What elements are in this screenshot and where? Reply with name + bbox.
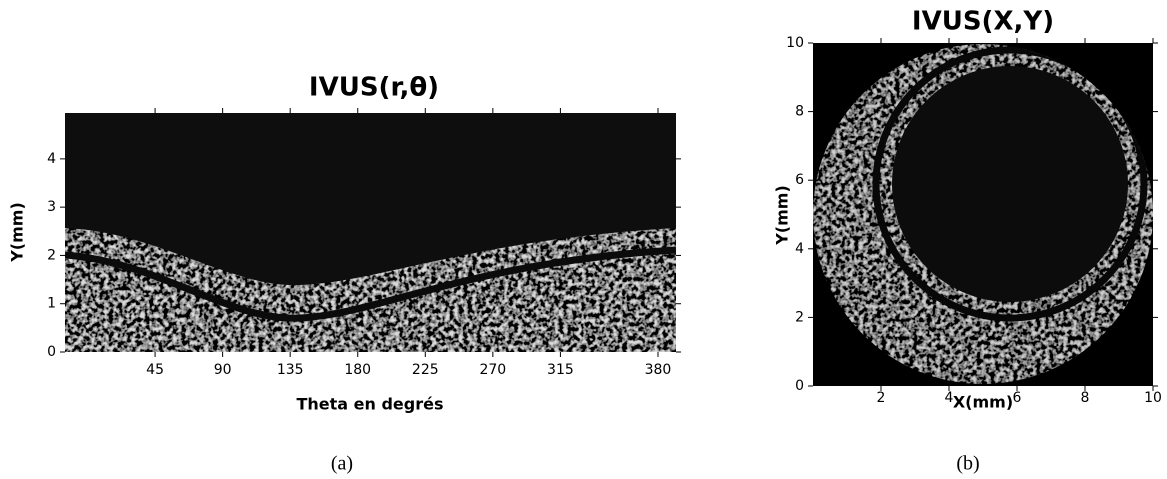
y-tick-label: 10	[786, 35, 804, 51]
caption: (a)	[331, 453, 353, 475]
x-tick-label: 45	[146, 362, 164, 378]
y-tick-label: 0	[47, 344, 56, 360]
panel-title: IVUS(X,Y)	[912, 7, 1054, 37]
x-tick-label: 90	[214, 362, 232, 378]
y-tick-label: 1	[47, 296, 56, 312]
x-tick-label: 4	[945, 390, 954, 406]
x-tick-label: 180	[344, 362, 371, 378]
x-tick-label: 380	[645, 362, 672, 378]
x-axis-label: X(mm)	[953, 393, 1013, 412]
y-tick-label: 2	[795, 309, 804, 325]
x-tick-label: 315	[547, 362, 574, 378]
y-tick-label: 6	[795, 172, 804, 188]
x-tick-label: 6	[1013, 390, 1022, 406]
x-tick-label: 8	[1081, 390, 1090, 406]
x-tick-label: 270	[479, 362, 506, 378]
ultrasound-image	[813, 44, 1153, 384]
panel-title: IVUS(r,θ)	[309, 73, 439, 103]
x-axis-label: Theta en degrés	[296, 395, 443, 414]
x-tick-label: 10	[1144, 390, 1162, 406]
y-tick-label: 3	[47, 199, 56, 215]
x-tick-label: 2	[877, 390, 886, 406]
y-tick-label: 8	[795, 104, 804, 120]
y-tick-label: 0	[795, 378, 804, 394]
x-tick-label: 225	[412, 362, 439, 378]
y-axis-label: Y(mm)	[8, 202, 27, 263]
y-tick-label: 4	[795, 241, 804, 257]
caption: (b)	[956, 453, 979, 475]
x-tick-label: 135	[277, 362, 304, 378]
y-tick-label: 2	[47, 247, 56, 263]
y-tick-label: 4	[47, 151, 56, 167]
y-axis-label: Y(mm)	[773, 185, 792, 246]
